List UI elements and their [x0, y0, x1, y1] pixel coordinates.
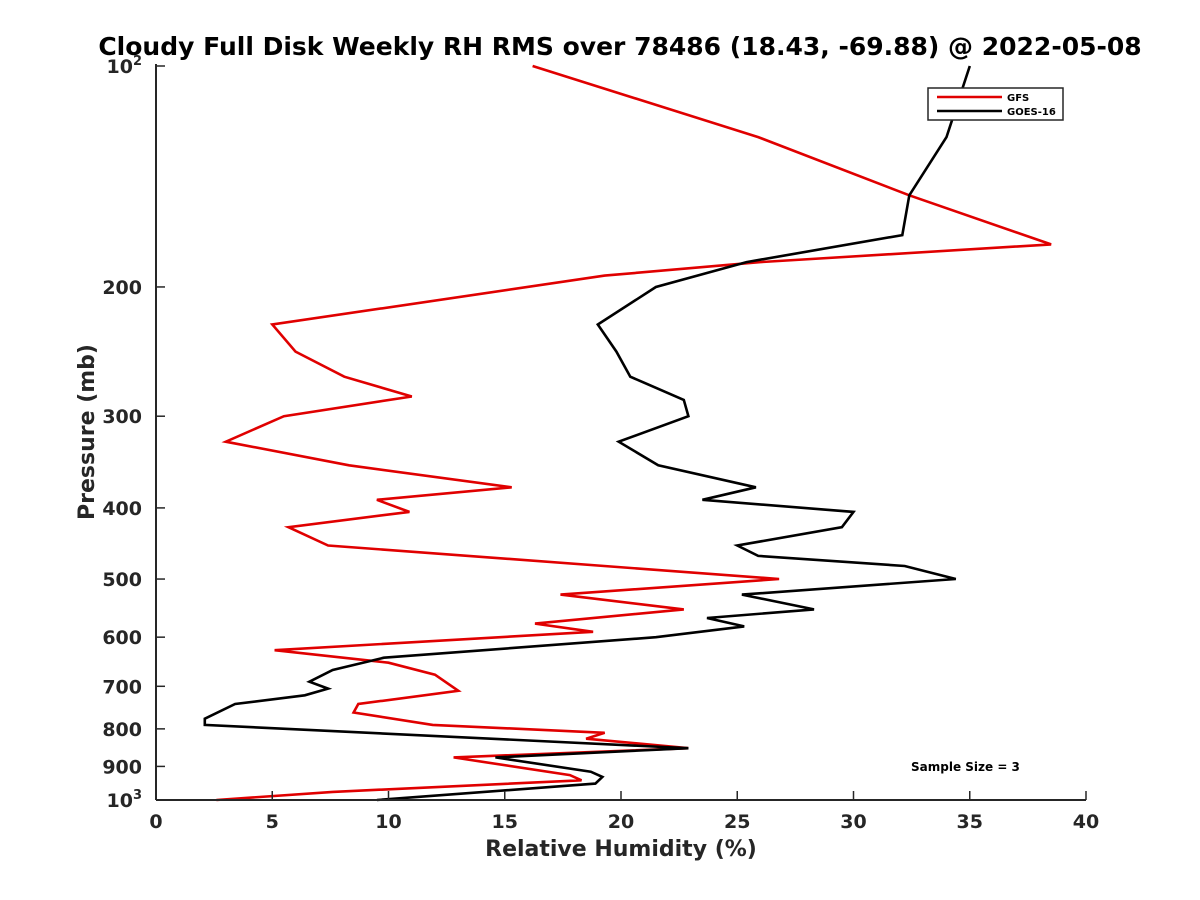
- x-tick-label: 30: [840, 811, 866, 833]
- x-tick-label: 15: [492, 811, 518, 833]
- y-tick-label: 900: [102, 756, 142, 778]
- x-ticks: 0 5 10 15 20 25 30 35 40: [149, 791, 1099, 833]
- legend: GFS GOES-16: [927, 87, 1064, 121]
- y-tick-label: 800: [102, 719, 142, 741]
- x-tick-label: 5: [266, 811, 279, 833]
- y-ticks: 102 200 300 400 500 600 700 800 900 103: [102, 54, 165, 812]
- x-tick-label: 10: [375, 811, 401, 833]
- x-tick-label: 25: [724, 811, 750, 833]
- y-tick-label: 103: [107, 788, 143, 812]
- x-tick-label: 35: [957, 811, 983, 833]
- x-tick-label: 40: [1073, 811, 1099, 833]
- legend-label-gfs: GFS: [1007, 93, 1029, 104]
- y-tick-label: 600: [102, 627, 142, 649]
- x-axis-label: Relative Humidity (%): [485, 837, 757, 862]
- legend-box: [927, 87, 1064, 121]
- y-tick-label: 500: [102, 569, 142, 591]
- y-tick-label: 300: [102, 406, 142, 428]
- x-tick-label: 0: [149, 811, 162, 833]
- series-line-gfs: [216, 64, 1052, 802]
- y-axis-label: Pressure (mb): [75, 344, 100, 520]
- chart-title: Cloudy Full Disk Weekly RH RMS over 7848…: [98, 32, 1141, 61]
- y-tick-label: 400: [102, 498, 142, 520]
- y-tick-label: 200: [102, 277, 142, 299]
- y-tick-label: 102: [107, 54, 143, 78]
- x-tick-label: 20: [608, 811, 634, 833]
- series-line-goes16: [203, 65, 972, 802]
- plot-lines: [203, 64, 1052, 802]
- legend-label-goes16: GOES-16: [1007, 107, 1056, 118]
- y-tick-label: 700: [102, 676, 142, 698]
- sample-size-annotation: Sample Size = 3: [911, 760, 1020, 774]
